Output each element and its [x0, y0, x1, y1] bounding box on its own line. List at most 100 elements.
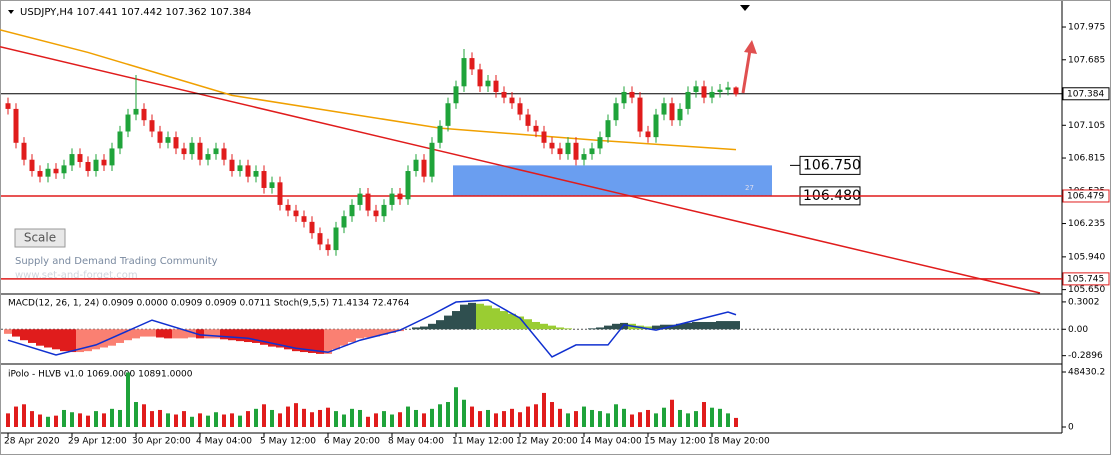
candle-body — [21, 142, 27, 160]
macd-bar — [164, 329, 172, 339]
macd-bar — [276, 329, 284, 348]
volume-bar — [350, 408, 354, 427]
volume-bar — [62, 409, 66, 427]
volume-bar — [430, 408, 434, 427]
candle-body — [237, 165, 243, 172]
macd-bar — [4, 329, 12, 334]
candle-body — [5, 103, 11, 109]
symbol-header: USDJPY,H4 107.441 107.442 107.362 107.38… — [20, 7, 251, 18]
macd-bar — [188, 329, 196, 338]
volume-bar — [638, 412, 642, 427]
candle-body — [389, 193, 395, 205]
macd-bar — [524, 319, 532, 330]
y-tick-label: 107.685 — [1068, 55, 1105, 65]
candle-body — [301, 216, 307, 222]
macd-bar — [52, 329, 60, 350]
macd-bar — [732, 321, 740, 330]
candle-body — [629, 91, 635, 98]
macd-bar — [468, 302, 476, 330]
volume-bar — [254, 408, 258, 427]
candle-body — [725, 87, 731, 90]
price-line-label: 107.384 — [1067, 89, 1104, 99]
volume-bar — [718, 408, 722, 427]
macd-bar — [436, 320, 444, 330]
volume-bar — [110, 408, 114, 427]
stoch-line — [7, 299, 737, 358]
candle-body — [485, 80, 491, 87]
volume-bar — [678, 409, 682, 427]
candle-body — [157, 131, 163, 143]
candle-body — [317, 233, 323, 245]
candle-body — [277, 182, 283, 205]
macd-bar — [68, 329, 76, 353]
volume-bar — [278, 413, 282, 427]
volume-bar — [102, 413, 106, 427]
candle-body — [669, 103, 675, 121]
scale-button[interactable] — [14, 228, 66, 248]
macd-bar — [644, 326, 652, 330]
price-line-box — [1062, 272, 1110, 286]
candle-body — [261, 171, 267, 188]
macd-bar — [28, 329, 36, 343]
volume-bar — [662, 407, 666, 427]
macd-bar — [92, 329, 100, 350]
macd-bar — [676, 323, 684, 330]
macd-bar — [148, 329, 156, 337]
volume-bar — [710, 407, 714, 427]
candle-body — [421, 159, 427, 177]
volume-bar — [174, 414, 178, 427]
macd-bar — [316, 329, 324, 354]
volume-bar — [246, 411, 250, 427]
candle-body — [549, 142, 555, 149]
volume-bar — [134, 402, 138, 427]
candle-body — [189, 142, 195, 155]
macd-bar — [484, 305, 492, 330]
candle-body — [469, 58, 475, 70]
macd-bar — [244, 329, 252, 343]
macd-bar — [284, 329, 292, 350]
macd-bar — [596, 327, 604, 330]
macd-bar — [420, 326, 428, 330]
macd-bar — [196, 329, 204, 339]
macd-bar — [300, 329, 308, 353]
x-tick-label: 18 May 20:00 — [708, 437, 770, 447]
volume-bar — [158, 409, 162, 427]
volume-bar — [694, 411, 698, 427]
volume-bar — [622, 408, 626, 427]
candle-body — [701, 86, 707, 98]
x-tick-label: 30 Apr 20:00 — [132, 437, 191, 447]
macd-bar — [452, 311, 460, 330]
volume-bar — [590, 409, 594, 427]
macd-bar — [308, 329, 316, 353]
candle-body — [717, 89, 723, 92]
volume-bar — [382, 411, 386, 427]
volume-bar — [302, 408, 306, 427]
macd-bar — [364, 329, 372, 338]
volume-bar — [406, 406, 410, 427]
volume-bar — [534, 404, 538, 427]
macd-bar — [500, 311, 508, 330]
macd-bar — [444, 315, 452, 330]
macd-bar — [540, 323, 548, 330]
candle-body — [77, 154, 83, 162]
x-tick-label: 29 Apr 12:00 — [68, 437, 127, 447]
macd-bar — [212, 329, 220, 339]
volume-bar — [6, 413, 10, 427]
volume-bar — [326, 407, 330, 427]
candle-body — [589, 148, 595, 155]
candle-body — [285, 204, 291, 211]
macd-bar — [260, 329, 268, 345]
candle-body — [437, 125, 443, 143]
macd-bar — [660, 324, 668, 330]
candle-body — [581, 154, 587, 160]
candle-body — [357, 193, 363, 205]
scale-button-label[interactable]: Scale — [24, 231, 56, 245]
volume-bar — [374, 413, 378, 427]
price-line-box — [1062, 189, 1110, 203]
candle-body — [693, 86, 699, 92]
volume-bar — [230, 413, 234, 427]
macd-bar — [428, 323, 436, 330]
candle-body — [533, 125, 539, 132]
macd-bar — [348, 329, 356, 343]
